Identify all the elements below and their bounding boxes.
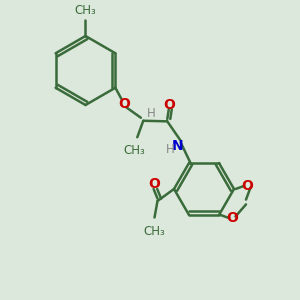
Text: H: H [166, 143, 175, 156]
Text: O: O [242, 179, 254, 193]
Text: N: N [172, 139, 184, 153]
Text: CH₃: CH₃ [123, 144, 145, 157]
Text: O: O [148, 178, 160, 191]
Text: O: O [118, 97, 130, 111]
Text: H: H [146, 107, 155, 120]
Text: CH₃: CH₃ [75, 4, 96, 17]
Text: O: O [163, 98, 175, 112]
Text: CH₃: CH₃ [144, 225, 165, 238]
Text: O: O [226, 211, 238, 225]
